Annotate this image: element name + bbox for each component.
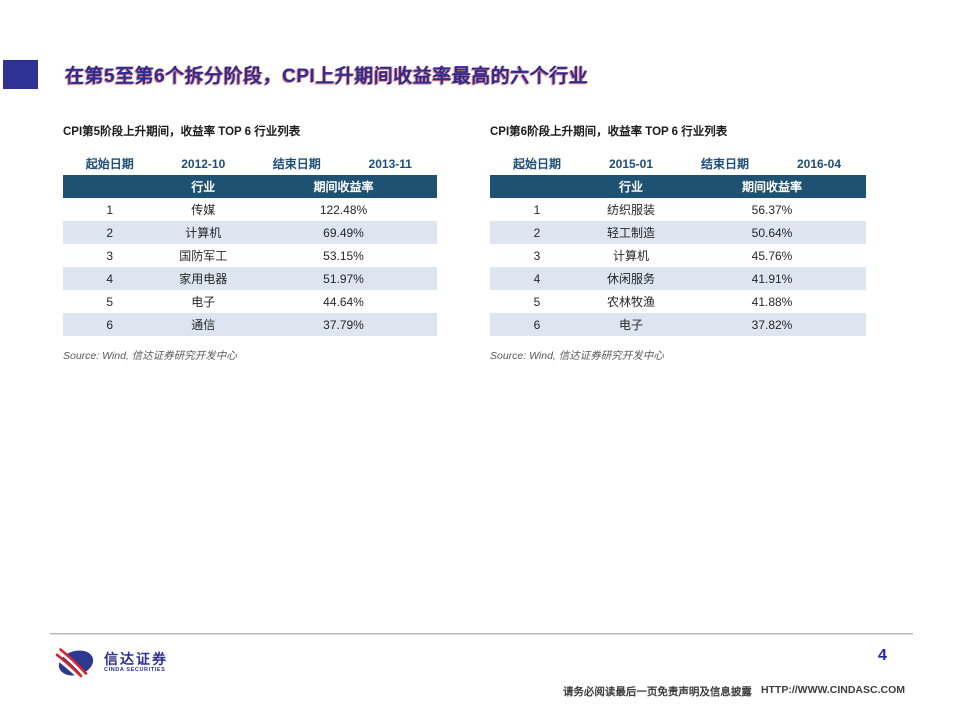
disclaimer-text: 请务必阅读最后一页免责声明及信息披露 <box>562 686 752 698</box>
table-header-row: 行业 期间收益率 <box>63 175 437 198</box>
table-cpi-stage5: CPI第5阶段上升期间，收益率 TOP 6 行业列表 起始日期 2012-10 … <box>63 123 437 363</box>
table-row: 4 家用电器 51.97% <box>63 267 437 290</box>
return-cell: 37.82% <box>751 317 793 332</box>
cinda-logo-icon <box>55 648 94 678</box>
table-dates-row: 起始日期 2012-10 结束日期 2013-11 <box>63 152 437 175</box>
source-note: Source: Wind, 信达证券研究开发中心 <box>490 350 664 362</box>
rank-cell: 4 <box>533 271 541 286</box>
rank-cell: 3 <box>106 248 114 263</box>
industry-cell: 通信 <box>191 318 216 332</box>
page-number: 4 <box>878 647 887 664</box>
return-cell: 45.76% <box>751 248 793 263</box>
end-date-label: 结束日期 <box>272 157 321 171</box>
industry-cell: 国防军工 <box>179 249 228 263</box>
footer-disclaimer: 请务必阅读最后一页免责声明及信息披露 HTTP://WWW.CINDASC.CO… <box>563 684 905 699</box>
rank-cell: 1 <box>533 202 541 217</box>
industry-cell: 休闲服务 <box>606 272 655 286</box>
end-date-value: 2013-11 <box>368 156 412 171</box>
industry-header: 行业 <box>191 180 216 194</box>
return-cell: 50.64% <box>751 225 793 240</box>
industry-cell: 电子 <box>618 318 643 332</box>
table-row: 2 计算机 69.49% <box>63 221 437 244</box>
rank-cell: 4 <box>106 271 114 286</box>
rank-cell: 5 <box>106 294 114 309</box>
industry-cell: 家用电器 <box>179 272 228 286</box>
industry-cell: 电子 <box>191 295 216 309</box>
table-row: 4 休闲服务 41.91% <box>490 267 866 290</box>
return-cell: 41.91% <box>751 271 793 286</box>
industry-cell: 计算机 <box>185 226 222 240</box>
rank-cell: 1 <box>106 202 114 217</box>
table-row: 1 纺织服装 56.37% <box>490 198 866 221</box>
title-accent-square <box>3 60 38 89</box>
return-cell: 122.48% <box>319 202 368 217</box>
return-header: 期间收益率 <box>313 180 374 194</box>
rank-cell: 6 <box>533 317 541 332</box>
page-title: 在第5至第6个拆分阶段，CPI上升期间收益率最高的六个行业 <box>65 66 589 87</box>
table-row: 6 电子 37.82% <box>490 313 866 336</box>
table-row: 3 计算机 45.76% <box>490 244 866 267</box>
cinda-logo-en: CINDA SECURITIES <box>104 667 166 673</box>
table-cpi-stage6: CPI第6阶段上升期间，收益率 TOP 6 行业列表 起始日期 2015-01 … <box>490 123 866 363</box>
industry-cell: 轻工制造 <box>606 226 655 240</box>
footer-url: HTTP://WWW.CINDASC.COM <box>760 684 905 696</box>
industry-cell: 纺织服装 <box>606 203 655 217</box>
start-date-label: 起始日期 <box>512 157 561 171</box>
rank-cell: 5 <box>533 294 541 309</box>
table-caption: CPI第6阶段上升期间，收益率 TOP 6 行业列表 <box>490 126 728 138</box>
table-row: 6 通信 37.79% <box>63 313 437 336</box>
cinda-logo: 信达证券 CINDA SECURITIES <box>55 648 168 678</box>
cinda-logo-cn: 信达证券 <box>104 651 168 667</box>
rank-cell: 2 <box>533 225 541 240</box>
rank-cell: 2 <box>106 225 114 240</box>
industry-cell: 计算机 <box>612 249 649 263</box>
table-caption: CPI第5阶段上升期间，收益率 TOP 6 行业列表 <box>63 126 301 138</box>
return-cell: 53.15% <box>323 248 364 263</box>
return-cell: 51.97% <box>323 271 364 286</box>
source-note: Source: Wind, 信达证券研究开发中心 <box>63 350 237 362</box>
end-date-value: 2016-04 <box>796 156 842 171</box>
table-dates-row: 起始日期 2015-01 结束日期 2016-04 <box>490 152 866 175</box>
footer-divider <box>50 633 913 635</box>
table-header-row: 行业 期间收益率 <box>490 175 866 198</box>
return-cell: 69.49% <box>323 225 364 240</box>
start-date-value: 2015-01 <box>608 156 654 171</box>
cinda-logo-text: 信达证券 CINDA SECURITIES <box>104 652 168 674</box>
start-date-value: 2012-10 <box>181 156 226 171</box>
table-row: 5 农林牧渔 41.88% <box>490 290 866 313</box>
industry-header: 行业 <box>618 180 643 194</box>
rank-cell: 6 <box>106 317 114 332</box>
end-date-label: 结束日期 <box>700 157 749 171</box>
table-row: 5 电子 44.64% <box>63 290 437 313</box>
return-cell: 41.88% <box>751 294 793 309</box>
table-row: 3 国防军工 53.15% <box>63 244 437 267</box>
industry-cell: 农林牧渔 <box>606 295 655 309</box>
return-cell: 44.64% <box>323 294 364 309</box>
return-cell: 37.79% <box>323 317 364 332</box>
table-row: 2 轻工制造 50.64% <box>490 221 866 244</box>
start-date-label: 起始日期 <box>85 157 134 171</box>
return-header: 期间收益率 <box>741 180 802 194</box>
return-cell: 56.37% <box>751 202 793 217</box>
industry-cell: 传媒 <box>191 203 216 217</box>
table-row: 1 传媒 122.48% <box>63 198 437 221</box>
rank-cell: 3 <box>533 248 541 263</box>
